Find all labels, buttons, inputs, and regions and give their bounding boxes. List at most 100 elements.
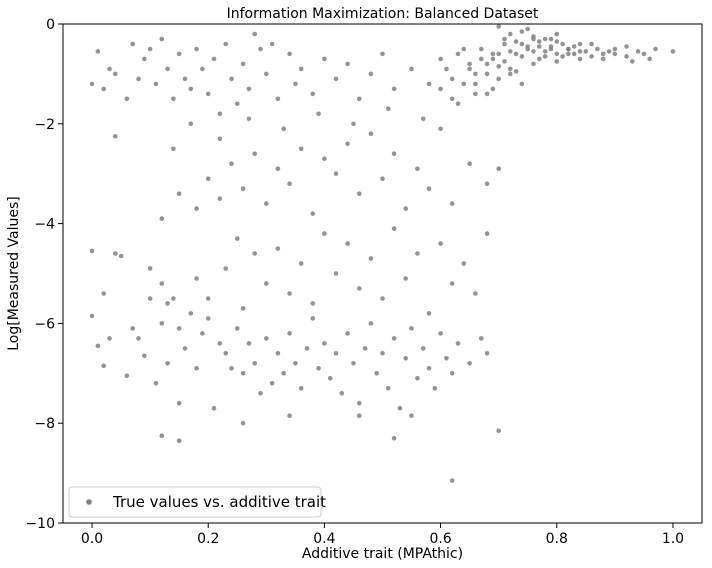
data-point xyxy=(508,49,513,54)
data-point xyxy=(205,296,211,301)
data-point xyxy=(415,251,420,256)
x-tick-label: 0.8 xyxy=(546,531,568,547)
y-axis-ticks: 0 −2 −4 −6 −8 −10 xyxy=(25,17,63,532)
data-point xyxy=(223,351,228,356)
data-point xyxy=(357,191,362,196)
data-point xyxy=(223,41,228,47)
data-point xyxy=(426,366,432,371)
data-point xyxy=(554,51,560,57)
data-point xyxy=(542,36,548,42)
data-point xyxy=(560,54,565,59)
data-point xyxy=(502,59,507,64)
data-point xyxy=(484,351,490,356)
data-point xyxy=(351,361,356,366)
data-point xyxy=(432,386,438,391)
data-point xyxy=(229,76,234,82)
data-point xyxy=(484,71,490,77)
data-point xyxy=(357,413,362,419)
y-tick-label: −4 xyxy=(34,217,55,233)
data-point xyxy=(188,86,194,92)
data-point xyxy=(258,46,263,52)
data-point xyxy=(542,54,548,59)
data-point xyxy=(333,171,339,176)
data-point xyxy=(409,326,414,331)
data-point xyxy=(449,201,455,206)
data-points xyxy=(89,24,676,483)
chart-title: Information Maximization: Balanced Datas… xyxy=(227,6,539,22)
data-point xyxy=(194,276,199,281)
data-point xyxy=(449,96,455,102)
y-tick-label: −8 xyxy=(34,416,55,432)
data-point xyxy=(496,166,502,171)
data-point xyxy=(246,86,252,92)
data-point xyxy=(449,76,455,82)
data-point xyxy=(171,146,176,152)
data-point xyxy=(519,41,525,47)
data-point xyxy=(107,336,112,341)
data-point xyxy=(467,61,472,67)
data-point xyxy=(484,91,490,97)
data-point xyxy=(484,61,490,67)
data-point xyxy=(444,66,449,72)
data-point xyxy=(246,341,252,346)
data-point xyxy=(275,96,281,102)
data-point xyxy=(298,386,304,391)
data-point xyxy=(386,106,391,112)
data-point xyxy=(275,351,281,356)
data-point xyxy=(566,51,571,57)
data-point xyxy=(438,126,443,132)
data-point xyxy=(333,271,339,276)
data-point xyxy=(362,346,368,351)
data-point xyxy=(589,41,594,47)
data-point xyxy=(420,346,426,351)
data-point xyxy=(426,186,432,191)
data-point xyxy=(345,331,350,336)
data-point xyxy=(415,166,420,171)
data-point xyxy=(333,76,339,82)
data-point xyxy=(159,36,165,42)
data-point xyxy=(449,281,455,286)
legend-label: True values vs. additive trait xyxy=(112,493,326,511)
data-point xyxy=(496,51,502,57)
data-point xyxy=(473,71,478,77)
data-point xyxy=(176,191,182,196)
data-point xyxy=(205,316,211,321)
data-point xyxy=(107,66,112,72)
data-point xyxy=(397,405,403,411)
data-point xyxy=(194,206,199,211)
data-point xyxy=(479,46,484,52)
data-point xyxy=(293,81,298,87)
x-axis-ticks: 0.0 0.2 0.4 0.6 0.8 1.0 xyxy=(81,523,684,547)
data-point xyxy=(130,41,135,47)
data-point xyxy=(281,126,287,132)
data-point xyxy=(600,56,606,62)
data-point xyxy=(444,356,449,361)
data-point xyxy=(322,231,327,236)
data-point xyxy=(368,131,374,137)
data-point xyxy=(188,121,194,127)
data-point xyxy=(496,76,502,82)
data-point xyxy=(415,376,420,381)
data-point xyxy=(252,251,257,256)
data-point xyxy=(223,266,228,271)
data-point xyxy=(554,59,560,64)
data-point xyxy=(554,31,560,37)
data-point xyxy=(176,400,182,406)
data-point xyxy=(496,24,502,29)
data-point xyxy=(409,413,414,419)
data-point xyxy=(275,246,281,251)
data-point xyxy=(380,296,385,301)
data-point xyxy=(176,438,182,444)
data-point xyxy=(386,386,391,391)
data-point xyxy=(159,433,165,439)
data-point xyxy=(217,136,223,142)
data-point xyxy=(229,161,234,166)
data-point xyxy=(147,296,153,301)
data-point xyxy=(287,181,292,186)
data-point xyxy=(235,101,240,107)
y-tick-label: −6 xyxy=(34,316,55,332)
data-point xyxy=(519,54,525,59)
data-point xyxy=(467,161,472,166)
y-tick-label: 0 xyxy=(46,17,55,33)
